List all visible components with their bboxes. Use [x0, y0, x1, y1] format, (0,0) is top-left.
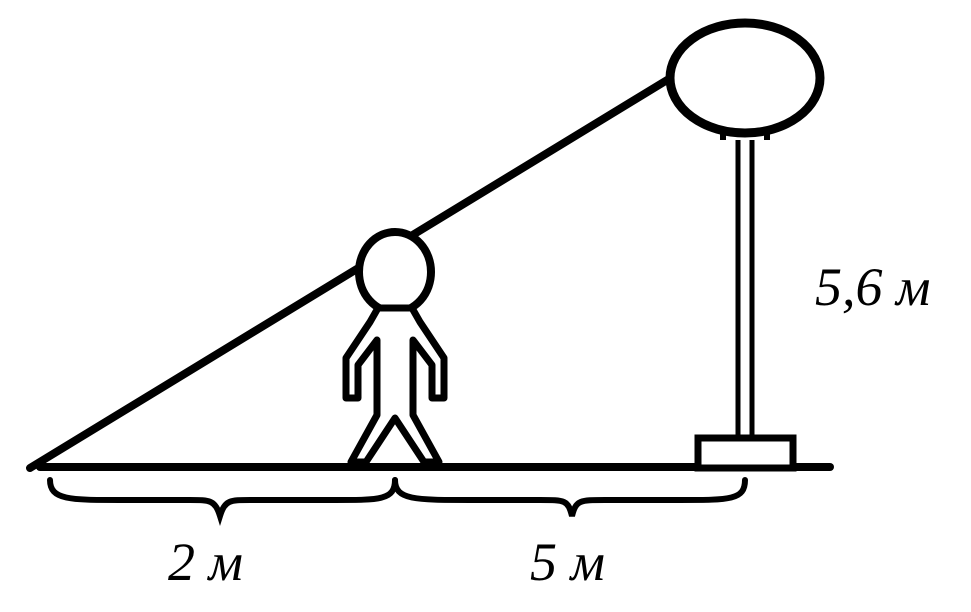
- label-distance: 5 м: [530, 532, 605, 592]
- label-shadow: 2 м: [168, 532, 243, 592]
- brace-distance: [395, 480, 745, 516]
- geometry-diagram: 2 м 5 м 5,6 м: [0, 0, 971, 612]
- brace-shadow: [50, 480, 395, 516]
- person-figure: [346, 232, 444, 462]
- lamp-base: [698, 438, 793, 468]
- label-height: 5,6 м: [815, 257, 930, 317]
- lamp-bulb: [670, 23, 820, 133]
